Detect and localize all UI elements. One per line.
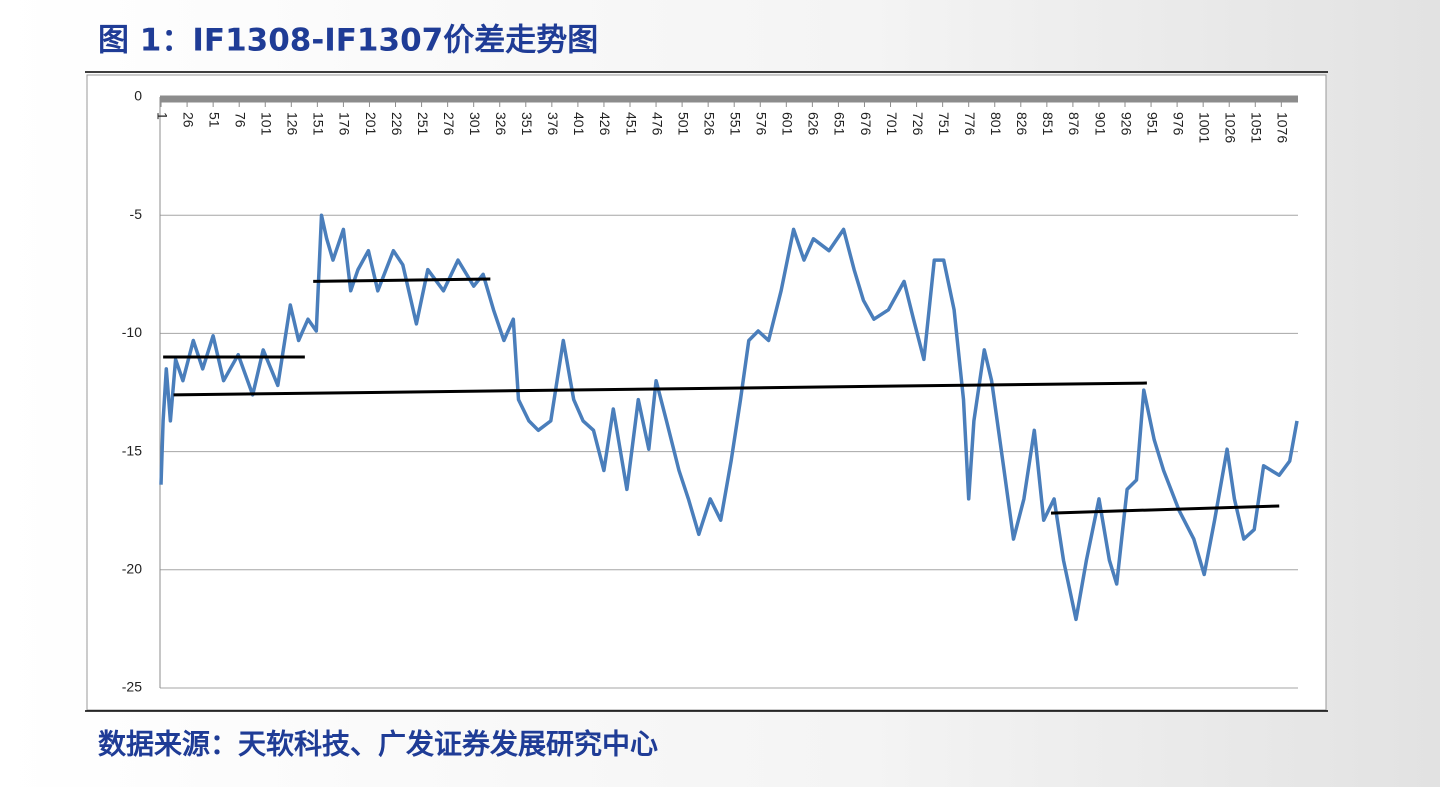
x-tick-label: 976 [1170, 112, 1186, 136]
x-tick-label: 276 [441, 112, 457, 136]
x-tick-label: 201 [363, 112, 379, 136]
y-tick-label: -10 [122, 324, 142, 340]
x-tick-label: 701 [884, 112, 900, 136]
x-tick-label: 426 [597, 112, 613, 136]
x-tick-label: 576 [754, 112, 770, 136]
x-tick-label: 451 [623, 112, 639, 136]
x-tick-label: 151 [311, 112, 327, 136]
x-tick-label: 776 [962, 112, 978, 136]
x-tick-label: 801 [988, 112, 1004, 136]
x-tick-label: 26 [180, 112, 196, 128]
y-tick-label: -15 [122, 442, 142, 458]
chart-title: 图 1：IF1308-IF1307价差走势图 [98, 23, 598, 59]
x-tick-label: 826 [1014, 112, 1030, 136]
x-tick-label: 1001 [1196, 112, 1212, 143]
x-tick-label: 901 [1092, 112, 1108, 136]
x-tick-label: 476 [649, 112, 665, 136]
x-tick-label: 1076 [1275, 112, 1291, 143]
x-tick-label: 376 [545, 112, 561, 136]
x-tick-label: 226 [389, 112, 405, 136]
x-tick-label: 251 [415, 112, 431, 136]
x-tick-label: 951 [1144, 112, 1160, 136]
y-tick-label: -25 [122, 679, 142, 695]
x-tick-label: 1 [154, 112, 170, 120]
x-tick-label: 676 [858, 112, 874, 136]
x-tick-label: 526 [701, 112, 717, 136]
source-note: 数据来源：天软科技、广发证券发展研究中心 [98, 728, 658, 761]
y-tick-label: 0 [134, 88, 142, 104]
x-tick-label: 926 [1118, 112, 1134, 136]
y-tick-label: -5 [130, 206, 143, 222]
trend-line [173, 381, 1147, 397]
x-tick-label: 126 [285, 112, 301, 136]
x-tick-label: 751 [936, 112, 952, 136]
x-tick-label: 726 [910, 112, 926, 136]
trend-line [1050, 504, 1280, 515]
series-line [159, 213, 1299, 622]
x-tick-label: 851 [1040, 112, 1056, 136]
x-tick-label: 301 [467, 112, 483, 136]
x-tick-label: 651 [832, 112, 848, 136]
x-tick-label: 601 [780, 112, 796, 136]
x-tick-label: 76 [232, 112, 248, 128]
x-tick-label: 501 [675, 112, 691, 136]
x-tick-label: 326 [493, 112, 509, 136]
x-tick-label: 351 [519, 112, 535, 136]
x-tick-label: 176 [337, 112, 353, 136]
x-tick-label: 51 [206, 112, 222, 128]
x-tick-label: 101 [259, 112, 275, 136]
x-tick-label: 401 [571, 112, 587, 136]
trend-line [313, 277, 491, 283]
x-tick-label: 1026 [1223, 112, 1239, 143]
x-tick-label: 551 [728, 112, 744, 136]
x-tick-label: 1051 [1249, 112, 1265, 143]
x-tick-label: 626 [806, 112, 822, 136]
y-tick-label: -20 [122, 561, 142, 577]
x-tick-label: 876 [1066, 112, 1082, 136]
